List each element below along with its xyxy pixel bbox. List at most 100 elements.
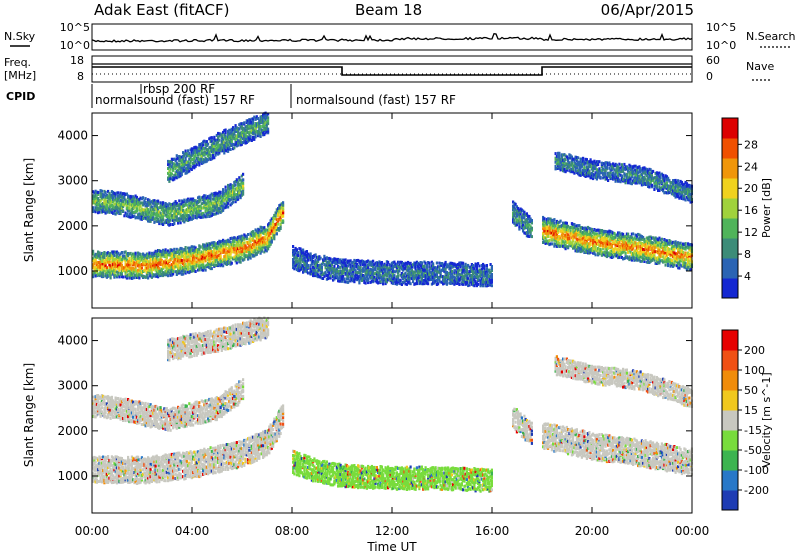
scatter-cell — [265, 249, 268, 253]
scatter-cell — [179, 174, 182, 178]
scatter-cell — [579, 247, 582, 251]
scatter-cell — [209, 260, 212, 264]
scatter-cell — [134, 267, 137, 271]
scatter-cell — [232, 237, 235, 241]
scatter-cell — [348, 272, 351, 276]
scatter-cell — [397, 276, 400, 280]
scatter-cell — [188, 169, 191, 173]
scatter-cell — [130, 210, 133, 214]
scatter-cell — [183, 214, 186, 218]
scatter-cell — [243, 236, 246, 240]
scatter-cell — [110, 190, 113, 194]
scatter-cell — [157, 275, 160, 279]
scatter-cell — [159, 255, 162, 259]
scatter-cell — [162, 263, 165, 267]
scatter-cell — [557, 243, 560, 247]
scatter-cell — [157, 201, 160, 205]
scatter-cell — [488, 277, 491, 281]
scatter-cell — [253, 239, 256, 243]
scatter-cell — [292, 251, 295, 255]
scatter-cell — [119, 193, 122, 197]
scatter-cell — [140, 201, 143, 205]
scatter-cell — [155, 199, 158, 203]
scatter-cell — [170, 165, 173, 169]
scatter-cell — [485, 267, 488, 271]
scatter-cell — [263, 226, 266, 230]
scatter-cell — [229, 260, 232, 264]
scatter-cell — [578, 246, 581, 250]
scatter-cell — [153, 204, 156, 208]
scatter-cell — [375, 274, 378, 277]
scatter-cell — [108, 197, 111, 201]
scatter-cell — [243, 121, 246, 125]
scatter-cell — [302, 267, 305, 271]
scatter-cell — [154, 251, 157, 255]
scatter-cell — [190, 260, 193, 264]
scatter-cell — [292, 258, 295, 261]
scatter-cell — [230, 202, 233, 206]
scatter-cell — [453, 278, 456, 282]
scatter-cell — [217, 148, 220, 152]
scatter-cell — [98, 201, 101, 204]
scatter-cell — [324, 272, 327, 276]
scatter-cell — [150, 214, 153, 218]
scatter-cell — [140, 266, 143, 270]
scatter-cell — [545, 239, 548, 243]
scatter-cell — [599, 238, 602, 242]
scatter-cell — [117, 264, 120, 268]
scatter-cell — [587, 242, 590, 246]
scatter-cell — [198, 268, 201, 272]
scatter-cell — [103, 264, 106, 268]
scatter-cell — [240, 237, 243, 241]
scatter-cell — [272, 226, 275, 230]
scatter-cell — [194, 214, 197, 218]
scatter-cell — [112, 255, 115, 259]
scatter-cell — [528, 219, 531, 223]
scatter-cell — [214, 260, 217, 264]
scatter-cell — [395, 280, 398, 284]
scatter-cell — [200, 149, 203, 153]
scatter-cell — [423, 260, 426, 264]
scatter-cell — [325, 261, 328, 264]
scatter-cell — [234, 130, 237, 133]
scatter-cell — [227, 259, 230, 263]
scatter-cell — [409, 261, 412, 265]
scatter-cell — [459, 273, 462, 277]
scatter-cell — [430, 282, 433, 286]
scatter-cell — [180, 252, 183, 256]
scatter-cell — [160, 214, 163, 218]
scatter-cell — [482, 278, 485, 282]
scatter-cell — [462, 265, 465, 269]
scatter-cell — [405, 264, 408, 268]
scatter-cell — [387, 278, 390, 282]
scatter-cell — [135, 215, 138, 219]
scatter-cell — [115, 191, 118, 195]
scatter-cell — [124, 198, 127, 202]
scatter-cell — [589, 231, 592, 235]
scatter-cell — [212, 244, 215, 248]
scatter-cell — [173, 215, 176, 219]
scatter-cell — [255, 238, 258, 242]
scatter-cell — [550, 228, 553, 232]
scatter-cell — [528, 227, 531, 231]
scatter-cell — [583, 229, 586, 233]
scatter-cell — [179, 169, 182, 173]
scatter-cell — [180, 163, 183, 167]
scatter-cell — [154, 268, 157, 272]
scatter-cell — [467, 277, 470, 281]
scatter-cell — [370, 262, 373, 266]
scatter-cell — [225, 203, 228, 207]
scatter-cell — [254, 122, 257, 125]
scatter-cell — [197, 257, 200, 261]
scatter-cell — [267, 234, 270, 238]
scatter-cell — [595, 242, 598, 246]
scatter-cell — [260, 246, 263, 250]
scatter-cell — [517, 209, 520, 213]
scatter-cell — [119, 212, 122, 216]
scatter-cell — [267, 127, 270, 131]
scatter-cell — [144, 197, 147, 201]
scatter-cell — [183, 200, 186, 204]
scatter-cell — [119, 208, 122, 212]
scatter-cell — [313, 274, 316, 278]
scatter-cell — [92, 201, 95, 205]
